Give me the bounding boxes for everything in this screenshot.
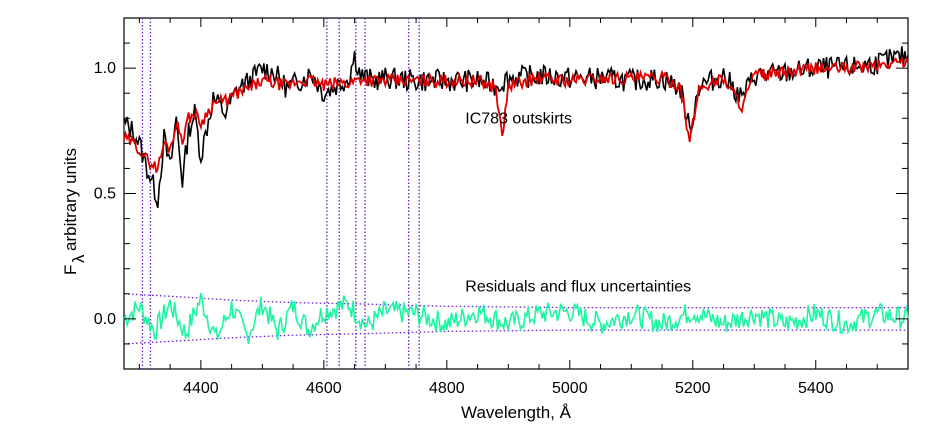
series-uncertainty_lower [123, 329, 908, 345]
series-uncertainty_upper [123, 293, 908, 309]
y-axis-label-sub: λ [69, 254, 88, 263]
x-axis-label: Wavelength, Å [461, 403, 572, 422]
residuals-series [123, 292, 909, 345]
x-tick-label: 4600 [306, 380, 342, 397]
x-tick-label: 5000 [552, 380, 588, 397]
annotation-residuals-label: Residuals and flux uncertainties [465, 278, 691, 295]
observed-series [123, 46, 909, 209]
y-tick-label: 0.5 [94, 186, 116, 203]
x-tick-label: 5200 [675, 380, 711, 397]
y-axis-ticks: 0.0 0.5 1.0 [94, 17, 908, 370]
y-tick-label: 0.0 [94, 311, 116, 328]
masked-regions [141, 18, 420, 369]
series-observed [123, 46, 909, 209]
x-tick-label: 4800 [429, 380, 465, 397]
x-axis-ticks: 4400 4600 4800 5000 5200 5400 [138, 18, 878, 397]
series-residuals [123, 292, 909, 345]
series-model [123, 56, 909, 173]
annotation-spectrum-label: IC783 outskirts [465, 110, 572, 127]
x-tick-label: 5400 [798, 380, 834, 397]
y-tick-label: 1.0 [94, 60, 116, 77]
y-axis-label-rest: arbitrary units [61, 148, 80, 251]
y-axis-label-main: F [61, 265, 80, 275]
x-tick-label: 4400 [183, 380, 219, 397]
model-series [123, 56, 909, 173]
y-axis-label: F λ arbitrary units [61, 148, 88, 275]
